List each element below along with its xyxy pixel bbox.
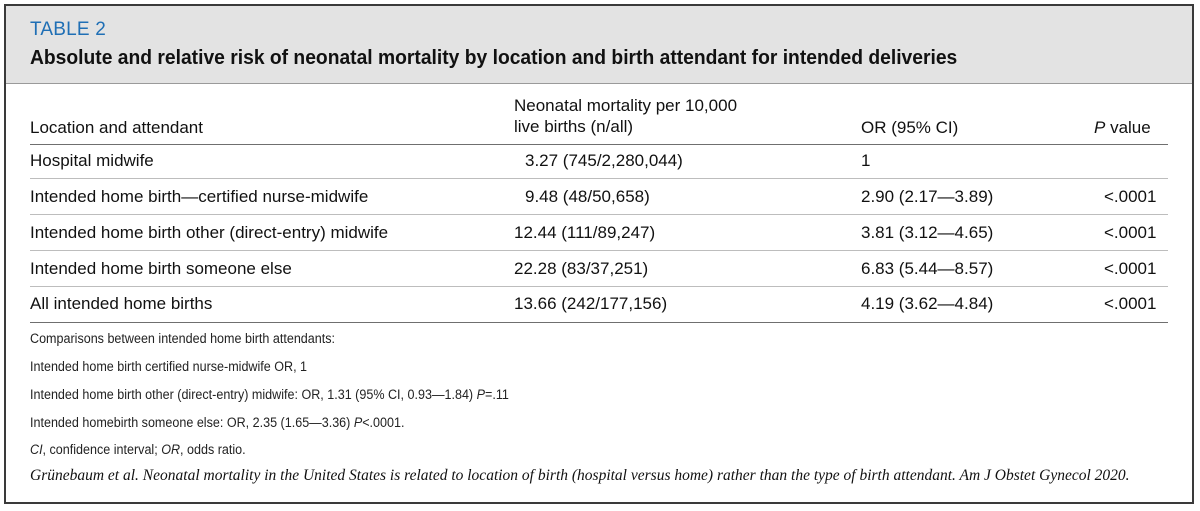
abbr-or-def: , odds ratio.	[180, 442, 246, 457]
row-divider	[30, 214, 1168, 215]
table-header-band: TABLE 2 Absolute and relative risk of ne…	[6, 6, 1192, 84]
row-2-or: 2.90 (2.17—3.89)	[861, 187, 994, 206]
row-5-or: 4.19 (3.62—4.84)	[861, 294, 994, 313]
row-3-location: Intended home birth other (direct-entry)…	[30, 223, 389, 242]
footnote-cnm: Intended home birth certified nurse-midw…	[30, 359, 308, 374]
column-header-mortality-line1: Neonatal mortality per 10,000	[514, 96, 738, 115]
row-divider	[30, 178, 1168, 179]
row-divider	[30, 250, 1168, 251]
table-title: Absolute and relative risk of neonatal m…	[30, 46, 958, 69]
footnote-someone-else-p: P	[353, 415, 363, 430]
row-4-mortality: 22.28 (83/37,251)	[514, 259, 649, 278]
row-4-location: Intended home birth someone else	[30, 259, 292, 278]
row-5-p: <.0001	[1104, 294, 1157, 313]
abbr-ci-def: , confidence interval;	[42, 442, 162, 457]
table-bottom-rule	[30, 322, 1168, 323]
footnote-someone-else-p-value: <.0001.	[362, 415, 405, 430]
footnote-direct-entry-p: P	[476, 387, 486, 402]
table-frame: TABLE 2 Absolute and relative risk of ne…	[4, 4, 1194, 504]
column-header-location: Location and attendant	[30, 118, 203, 137]
header-rule	[30, 144, 1168, 145]
abbr-ci: CI	[30, 442, 43, 457]
row-2-location: Intended home birth—certified nurse-midw…	[30, 187, 369, 206]
row-3-mortality: 12.44 (111/89,247)	[514, 223, 656, 242]
footnote-comparisons: Comparisons between intended home birth …	[30, 331, 336, 346]
row-1-location: Hospital midwife	[30, 151, 154, 170]
row-3-p: <.0001	[1104, 223, 1157, 242]
table-number: TABLE 2	[30, 19, 107, 40]
row-divider	[30, 286, 1168, 287]
row-2-mortality: 9.48 (48/50,658)	[525, 187, 650, 206]
row-4-p: <.0001	[1104, 259, 1157, 278]
row-3-or: 3.81 (3.12—4.65)	[861, 223, 994, 242]
footnote-someone-else: Intended homebirth someone else: OR, 2.3…	[30, 415, 404, 430]
row-4-or: 6.83 (5.44—8.57)	[861, 259, 994, 278]
p-symbol: P	[1094, 118, 1106, 137]
abbr-or: OR	[161, 442, 181, 457]
p-value-label: value	[1105, 118, 1151, 137]
row-5-location: All intended home births	[30, 294, 213, 313]
footnote-abbreviations: CI, confidence interval; OR, odds ratio.	[30, 442, 246, 457]
footnote-someone-else-text: Intended homebirth someone else: OR, 2.3…	[30, 415, 354, 430]
row-2-p: <.0001	[1104, 187, 1157, 206]
row-1-mortality: 3.27 (745/2,280,044)	[525, 151, 683, 170]
column-header-mortality-line2: live births (n/all)	[514, 117, 634, 136]
row-1-or: 1	[861, 151, 871, 170]
source-citation: Grünebaum et al. Neonatal mortality in t…	[30, 467, 1130, 484]
footnote-direct-entry-text: Intended home birth other (direct-entry)…	[30, 387, 477, 402]
column-header-mortality: Neonatal mortality per 10,000 live birth…	[514, 95, 737, 137]
row-5-mortality: 13.66 (242/177,156)	[514, 294, 668, 313]
column-header-p-value: P value	[1094, 117, 1151, 138]
footnote-direct-entry: Intended home birth other (direct-entry)…	[30, 387, 509, 402]
column-header-or: OR (95% CI)	[861, 118, 959, 137]
footnote-direct-entry-p-value: =.11	[485, 387, 509, 402]
